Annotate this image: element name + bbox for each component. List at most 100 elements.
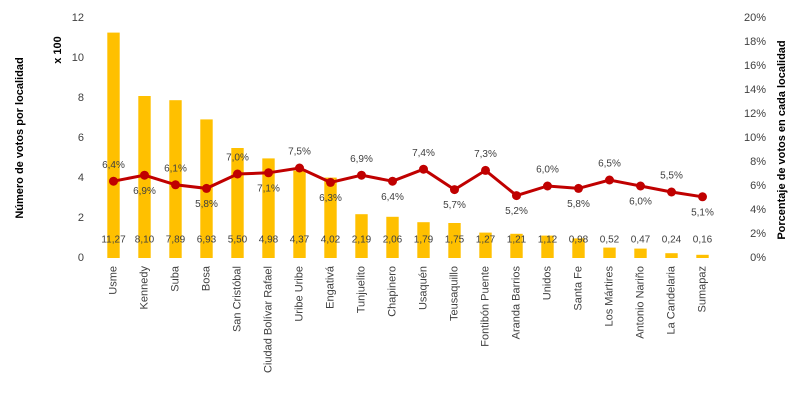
x-tick-label: Tunjuelito bbox=[355, 266, 367, 313]
bar-value-label: 4,98 bbox=[259, 235, 279, 246]
x-tick-label: Aranda Barrios bbox=[510, 266, 522, 340]
bar bbox=[107, 32, 120, 258]
bar bbox=[665, 253, 678, 258]
y-multiplier: x 100 bbox=[52, 36, 64, 64]
y-tick-label: 10 bbox=[72, 52, 84, 64]
x-tick-label: Engativá bbox=[324, 265, 336, 309]
y2-tick-label: 6% bbox=[750, 180, 766, 192]
bar-value-label: 2,19 bbox=[352, 235, 372, 246]
bar-value-label: 0,98 bbox=[569, 235, 589, 246]
bar bbox=[572, 238, 585, 258]
bar-value-label: 6,93 bbox=[197, 235, 217, 246]
bar-value-label: 0,16 bbox=[693, 235, 713, 246]
line-marker bbox=[605, 175, 614, 185]
line-marker bbox=[109, 176, 118, 186]
y-tick-label: 4 bbox=[78, 172, 84, 184]
line-value-label: 5,2% bbox=[505, 206, 528, 217]
line-marker bbox=[171, 180, 180, 190]
bar-value-label: 1,27 bbox=[476, 235, 496, 246]
line-value-label: 6,0% bbox=[629, 197, 652, 208]
line-value-label: 5,8% bbox=[195, 199, 218, 210]
bar bbox=[324, 177, 337, 258]
y2-tick-label: 12% bbox=[744, 108, 766, 120]
line-marker bbox=[419, 164, 428, 174]
line-marker bbox=[140, 170, 149, 180]
line-marker bbox=[574, 183, 583, 193]
bar-value-label: 0,24 bbox=[662, 235, 682, 246]
line-value-label: 5,8% bbox=[567, 199, 590, 210]
bar-value-label: 1,79 bbox=[414, 235, 434, 246]
bar bbox=[293, 170, 306, 258]
bar bbox=[386, 216, 399, 258]
x-tick-label: La Candelaria bbox=[665, 265, 677, 334]
y-tick-label: 8 bbox=[78, 92, 84, 104]
line-marker bbox=[326, 177, 335, 187]
y-tick-label: 12 bbox=[72, 12, 84, 24]
x-tick-label: Unidos bbox=[541, 266, 553, 301]
line-value-label: 6,9% bbox=[133, 186, 156, 197]
line-value-label: 6,5% bbox=[598, 159, 621, 170]
bar-value-label: 0,52 bbox=[600, 235, 620, 246]
line-value-label: 7,0% bbox=[226, 153, 249, 164]
bar-value-label: 2,06 bbox=[383, 235, 403, 246]
y2-tick-label: 4% bbox=[750, 204, 766, 216]
y-axis-title: Número de votos por localidad bbox=[14, 57, 26, 218]
bar-value-label: 4,02 bbox=[321, 235, 341, 246]
line-marker bbox=[295, 163, 304, 173]
y-tick-label: 6 bbox=[78, 132, 84, 144]
y2-tick-label: 2% bbox=[750, 228, 766, 240]
bar bbox=[510, 233, 523, 258]
line bbox=[113, 166, 703, 199]
y2-tick-label: 16% bbox=[744, 60, 766, 72]
bar bbox=[448, 223, 461, 258]
bar-value-label: 1,12 bbox=[538, 235, 558, 246]
x-tick-label: Ciudad Bolívar Rafael bbox=[262, 266, 274, 373]
line-marker bbox=[264, 168, 273, 178]
y2-tick-label: 8% bbox=[750, 156, 766, 168]
x-tick-label: Uribe Uribe bbox=[293, 266, 305, 322]
line-value-label: 6,3% bbox=[319, 193, 342, 204]
bar bbox=[417, 222, 430, 258]
line-value-label: 7,5% bbox=[288, 147, 311, 158]
line-marker bbox=[450, 185, 459, 195]
x-tick-label: Antonio Nariño bbox=[634, 266, 646, 339]
bar bbox=[634, 248, 647, 258]
line-marker bbox=[233, 169, 242, 179]
x-tick-label: Sumapaz bbox=[696, 266, 708, 312]
line-value-label: 6,4% bbox=[381, 192, 404, 203]
x-tick-label: Bosa bbox=[200, 265, 212, 291]
line-value-label: 6,0% bbox=[536, 165, 559, 176]
line-marker bbox=[388, 176, 397, 186]
x-tick-label: Santa Fe bbox=[572, 266, 584, 311]
bar bbox=[169, 100, 182, 258]
line-value-label: 5,1% bbox=[691, 207, 714, 218]
y2-tick-label: 0% bbox=[750, 252, 766, 264]
line-value-label: 6,1% bbox=[164, 163, 187, 174]
bar bbox=[355, 214, 368, 258]
bar bbox=[603, 247, 616, 258]
y2-tick-label: 14% bbox=[744, 84, 766, 96]
bar-value-label: 8,10 bbox=[135, 235, 155, 246]
x-tick-label: Teusaquillo bbox=[448, 266, 460, 321]
bar bbox=[541, 235, 554, 258]
bar bbox=[262, 158, 275, 258]
x-tick-label: Usaquén bbox=[417, 266, 429, 310]
bar-value-label: 4,37 bbox=[290, 235, 310, 246]
bar-value-label: 7,89 bbox=[166, 235, 186, 246]
x-tick-label: San Cristóbal bbox=[231, 266, 243, 332]
y2-tick-label: 10% bbox=[744, 132, 766, 144]
x-tick-label: Suba bbox=[169, 265, 181, 292]
y2-tick-label: 18% bbox=[744, 36, 766, 48]
x-tick-label: Kennedy bbox=[138, 266, 150, 310]
line-marker bbox=[636, 181, 645, 191]
line-marker bbox=[698, 192, 707, 202]
x-tick-label: Chapinero bbox=[386, 266, 398, 317]
x-tick-label: Fontibón Puente bbox=[479, 266, 491, 347]
line-marker bbox=[512, 191, 521, 201]
bar-value-label: 11,27 bbox=[101, 235, 126, 246]
x-tick-label: Los Mártires bbox=[603, 266, 615, 327]
y2-axis-title: Porcentaje de votos en cada localidad bbox=[776, 40, 788, 239]
bar bbox=[696, 254, 709, 258]
line-marker bbox=[357, 170, 366, 180]
